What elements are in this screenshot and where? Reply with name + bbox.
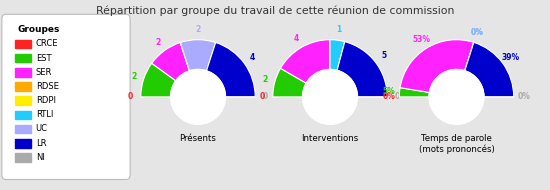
Text: 0: 0	[263, 92, 268, 101]
Text: 0%: 0%	[383, 92, 395, 101]
Wedge shape	[206, 43, 255, 97]
Text: UC: UC	[36, 124, 48, 134]
Text: 0%: 0%	[470, 28, 483, 37]
Text: 0%: 0%	[518, 92, 530, 101]
Circle shape	[170, 69, 226, 124]
Text: EST: EST	[36, 54, 51, 63]
Text: 39%: 39%	[502, 53, 520, 62]
Text: Groupes: Groupes	[18, 25, 60, 34]
Text: LR: LR	[36, 139, 46, 148]
FancyBboxPatch shape	[2, 14, 130, 180]
Text: 1: 1	[336, 25, 342, 34]
Text: NI: NI	[36, 153, 45, 162]
Wedge shape	[180, 40, 216, 71]
Wedge shape	[152, 43, 190, 81]
Circle shape	[429, 69, 484, 124]
Wedge shape	[465, 42, 474, 71]
Text: Temps de parole
(mots prononcés): Temps de parole (mots prononcés)	[419, 134, 494, 154]
Bar	[15, 82, 31, 91]
Wedge shape	[330, 40, 345, 70]
Wedge shape	[400, 40, 474, 93]
Text: RDPI: RDPI	[36, 96, 56, 105]
Text: Présents: Présents	[179, 134, 217, 143]
Wedge shape	[280, 40, 330, 83]
Text: 2: 2	[156, 38, 161, 47]
Text: 2: 2	[195, 25, 201, 34]
Wedge shape	[465, 42, 474, 71]
Wedge shape	[180, 43, 190, 71]
Text: 53%: 53%	[412, 35, 430, 44]
Bar	[15, 111, 31, 119]
Text: Répartition par groupe du travail de cette réunion de commission: Répartition par groupe du travail de cet…	[96, 6, 454, 16]
Text: 4: 4	[250, 53, 255, 62]
Bar	[15, 68, 31, 77]
Text: CRCE: CRCE	[36, 40, 58, 48]
Text: 5: 5	[381, 51, 386, 60]
Text: 2: 2	[262, 75, 267, 84]
Text: 5%: 5%	[383, 87, 395, 96]
Text: 0%: 0%	[470, 28, 483, 37]
Wedge shape	[465, 42, 474, 71]
Wedge shape	[180, 43, 190, 71]
Wedge shape	[337, 42, 387, 97]
Bar	[15, 97, 31, 105]
Text: Interventions: Interventions	[301, 134, 359, 143]
Circle shape	[302, 69, 358, 124]
Bar	[15, 153, 31, 162]
Wedge shape	[465, 42, 474, 71]
Text: 0: 0	[395, 92, 400, 101]
Text: 0: 0	[260, 92, 265, 101]
Wedge shape	[399, 88, 430, 97]
Bar	[15, 54, 31, 63]
Wedge shape	[141, 63, 176, 97]
Wedge shape	[180, 43, 190, 71]
Wedge shape	[337, 42, 345, 70]
Text: 2: 2	[131, 72, 136, 81]
Wedge shape	[465, 42, 514, 97]
Text: RDSE: RDSE	[36, 82, 59, 91]
Text: RTLI: RTLI	[36, 110, 53, 119]
Bar	[15, 40, 31, 48]
Text: 0: 0	[128, 92, 133, 101]
Text: SER: SER	[36, 68, 52, 77]
Text: 4: 4	[294, 34, 299, 43]
Bar	[15, 139, 31, 148]
Bar	[15, 125, 31, 133]
Wedge shape	[273, 68, 306, 97]
